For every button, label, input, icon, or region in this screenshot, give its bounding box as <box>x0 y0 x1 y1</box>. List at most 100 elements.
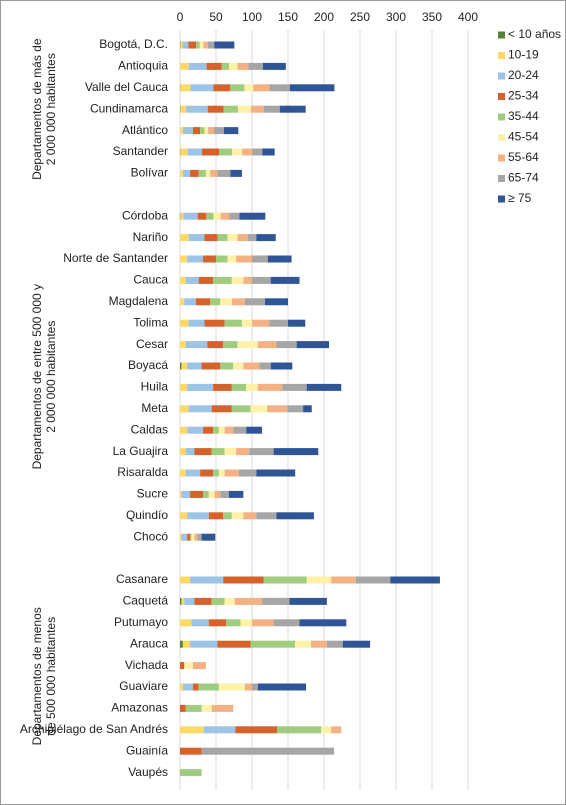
bar-segment <box>182 127 193 135</box>
bar-segment <box>263 576 307 584</box>
x-tick-label: 150 <box>278 10 298 24</box>
bar-segment <box>214 490 221 498</box>
legend-label: 25-34 <box>508 89 539 103</box>
bar-segment <box>243 276 252 284</box>
bar-segment <box>247 234 257 242</box>
category-label: Caquetá <box>123 594 169 608</box>
bar-segment <box>237 105 251 113</box>
bar-segment <box>192 683 199 691</box>
category-label: Arauca <box>130 636 168 650</box>
bar-segment <box>188 319 205 327</box>
bar-segment <box>200 127 205 135</box>
bar-segment <box>180 533 182 541</box>
bar-segment <box>188 234 205 242</box>
bar-segment <box>311 640 327 648</box>
bar-segment <box>244 84 254 92</box>
legend-label: 45-54 <box>508 130 539 144</box>
bar-segment <box>182 41 189 49</box>
bar-segment <box>243 362 260 370</box>
bar-segment <box>213 84 231 92</box>
bar-segment <box>180 597 182 605</box>
bar-segment <box>201 533 216 541</box>
bar-segment <box>187 362 202 370</box>
bar-segment <box>267 255 292 263</box>
category-label: Atlántico <box>122 123 168 137</box>
bar-segment <box>180 747 202 755</box>
bar-segment <box>187 148 202 156</box>
bar-segment <box>246 426 263 434</box>
bar-segment <box>180 512 188 520</box>
bar-segment <box>203 726 236 734</box>
bar-segment <box>185 704 202 712</box>
bar-segment <box>203 41 208 49</box>
bar-segment <box>236 255 252 263</box>
bar-segment <box>190 576 224 584</box>
group-label: de 500 000 habitantes <box>44 617 58 736</box>
category-label: Meta <box>141 401 168 415</box>
bar-segment <box>181 597 185 605</box>
bar-segment <box>180 298 185 306</box>
group-label: Departamentos de más de <box>30 38 44 180</box>
bar-segment <box>180 276 186 284</box>
bar-segment <box>236 448 250 456</box>
bar-segment <box>199 41 204 49</box>
bar-segment <box>223 105 238 113</box>
bar-segment <box>192 662 206 670</box>
bar-segment <box>306 383 342 391</box>
legend-swatch <box>498 175 505 182</box>
bar-segment <box>217 169 231 177</box>
bar-segment <box>223 127 239 135</box>
bar-segment <box>180 726 204 734</box>
bar-segment <box>289 84 335 92</box>
bar-segment <box>207 341 224 349</box>
bar-segment <box>182 683 193 691</box>
bar-segment <box>299 619 347 627</box>
bar-segment <box>239 212 266 220</box>
legend-swatch <box>498 154 505 162</box>
bar-segment <box>211 405 232 413</box>
bar-segment <box>190 640 218 648</box>
bar-segment <box>187 426 204 434</box>
bar-segment <box>198 683 219 691</box>
bar-segment <box>246 383 258 391</box>
bar-segment <box>230 169 242 177</box>
bar-segment <box>235 726 278 734</box>
bar-segment <box>182 640 191 648</box>
bar-segment <box>220 362 234 370</box>
bar-segment <box>257 383 283 391</box>
bar-segment <box>273 619 300 627</box>
bar-segment <box>227 255 237 263</box>
bar-segment <box>203 255 216 263</box>
bar-segment <box>269 84 290 92</box>
bar-segment <box>249 448 274 456</box>
bar-segment <box>218 683 245 691</box>
bar-segment <box>181 490 191 498</box>
bar-segment <box>276 341 297 349</box>
bar-segment <box>237 234 248 242</box>
bar-segment <box>180 341 186 349</box>
bar-segment <box>190 169 199 177</box>
group-label: Departamentos de entre 500 000 y <box>30 284 44 469</box>
bar-segment <box>253 84 270 92</box>
category-label: Cesar <box>136 337 168 351</box>
bar-segment <box>241 319 252 327</box>
bar-segment <box>201 747 335 755</box>
bar-segment <box>184 298 196 306</box>
bar-segment <box>277 726 322 734</box>
legend-swatch <box>498 195 505 203</box>
legend-label: 20-24 <box>508 68 539 82</box>
bar-segment <box>194 533 198 541</box>
bar-segment <box>185 276 199 284</box>
group-label: 2 000 000 habitantes <box>44 53 58 165</box>
bar-segment <box>180 105 187 113</box>
legend-label: 10-19 <box>508 48 539 62</box>
category-label: Cauca <box>133 273 168 287</box>
x-tick-label: 0 <box>177 10 184 24</box>
category-label: Nariño <box>133 230 169 244</box>
bar-segment <box>263 105 280 113</box>
bar-segment <box>180 448 186 456</box>
bar-segment <box>224 319 242 327</box>
bar-segment <box>206 212 214 220</box>
bar-segment <box>326 640 343 648</box>
